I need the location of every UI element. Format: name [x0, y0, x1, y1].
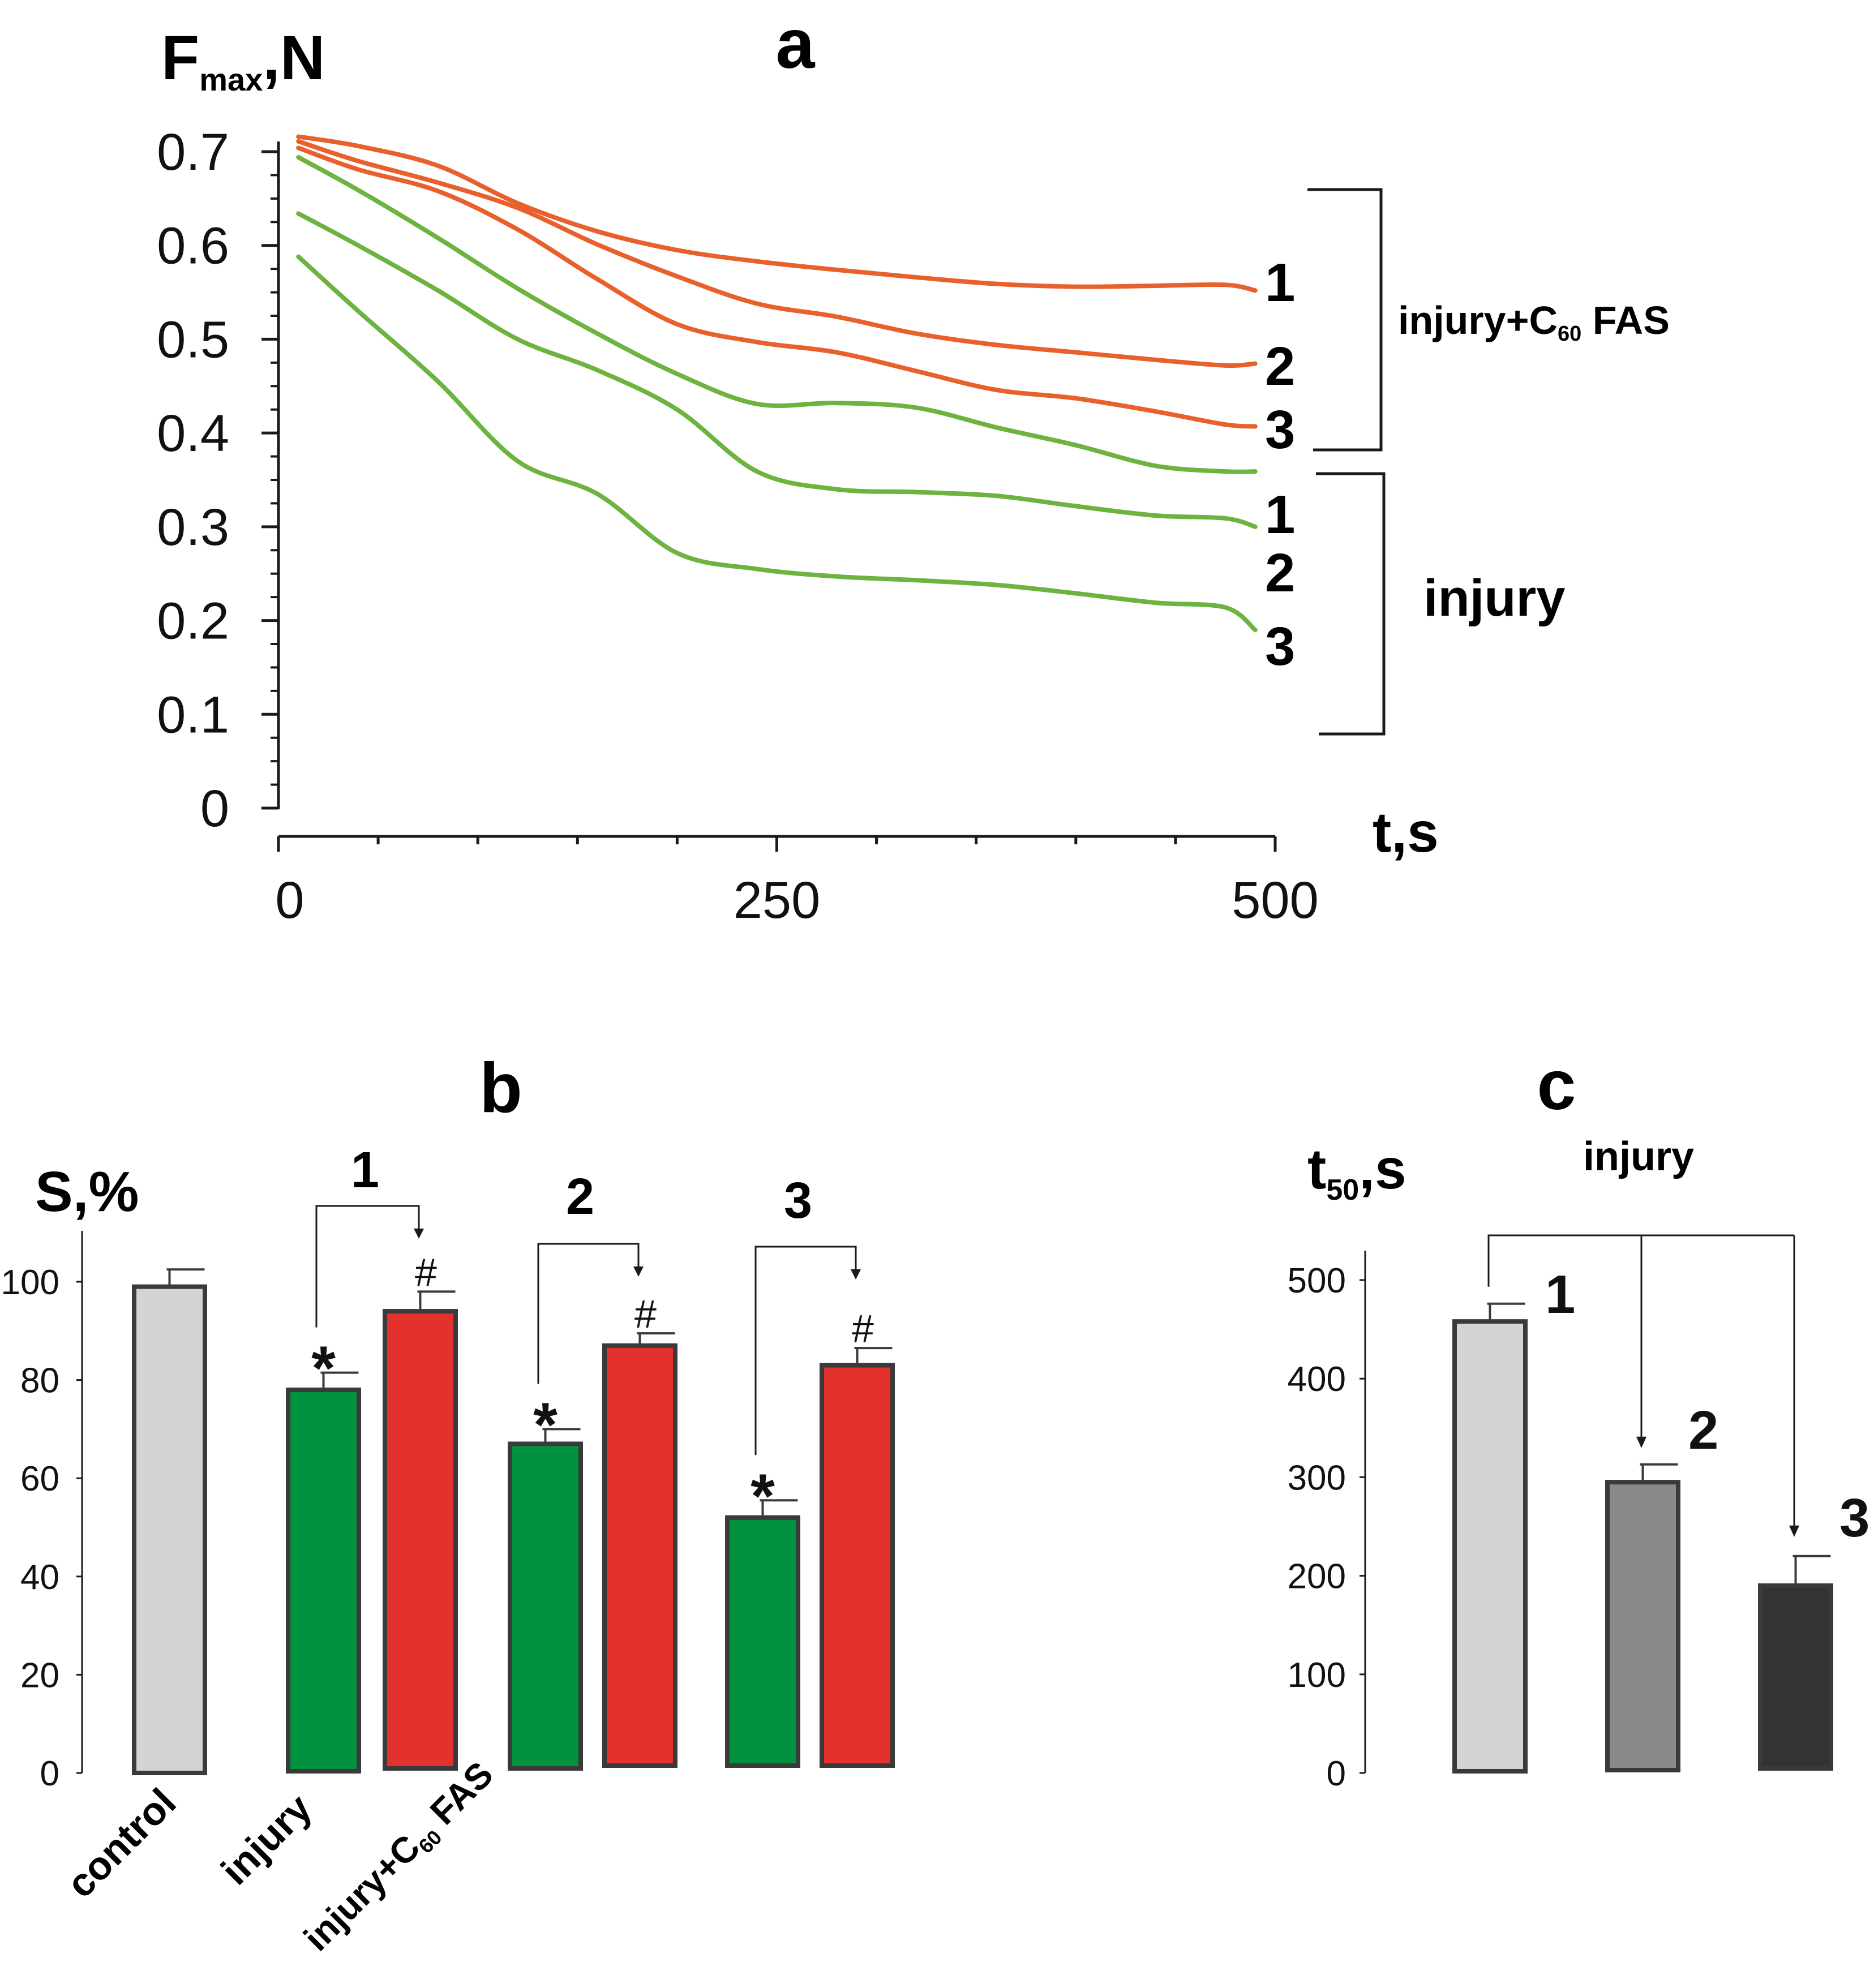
b-ytick-label: 20: [20, 1656, 59, 1695]
line-label-injury-2: 2: [1265, 543, 1295, 603]
series-line-injury-3: [296, 254, 1258, 633]
bar-0: [132, 1284, 207, 1775]
bar-4: [602, 1343, 677, 1768]
panel-c-comparison-arrows: [1487, 1234, 1799, 1537]
bracket-fas-label: injury+C60 FAS: [1398, 298, 1670, 346]
panel-c-title: c: [1537, 1046, 1576, 1124]
panel-b-xlabel-injury: injury: [213, 1785, 320, 1893]
bar-1: [286, 1387, 361, 1774]
c-ytick-label: 400: [1288, 1360, 1346, 1399]
panel-a-xlabel: t,s: [1373, 801, 1439, 864]
panel-a-ylabel-main: F: [161, 23, 199, 93]
c-comparison-line: [1487, 1234, 1794, 1287]
c-bar-3: [1758, 1583, 1833, 1771]
panel-a-title: a: [776, 5, 816, 83]
c-ytick-label: 0: [1327, 1754, 1346, 1793]
a-xtick-label: 250: [734, 871, 821, 929]
series-line-fas-3: [296, 145, 1258, 429]
panel-b-ylabel: S,%: [35, 1160, 139, 1223]
b-ytick-label: 0: [40, 1754, 59, 1793]
c-ytick-label: 200: [1288, 1557, 1346, 1596]
series-line-fas-1: [296, 134, 1258, 293]
bar-2: [383, 1309, 458, 1771]
b-significance-star: *: [533, 1390, 558, 1459]
panel-a-x-ticks: 0 250 500: [275, 836, 1319, 929]
line-label-injury-1: 1: [1265, 484, 1295, 545]
a-ytick-label: 0.2: [157, 592, 229, 650]
a-ytick-label: 0.5: [157, 311, 229, 368]
c-ytick-label: 100: [1288, 1656, 1346, 1695]
c-bar-label-1: 1: [1545, 1264, 1575, 1325]
b-ytick-label: 60: [20, 1459, 59, 1498]
line-label-injury-3: 3: [1265, 616, 1295, 677]
series-line-fas-2: [296, 139, 1258, 368]
panel-a-ylabel-sub: max: [199, 62, 263, 97]
b-significance-hash: #: [415, 1250, 437, 1294]
c-bar-label-3: 3: [1839, 1488, 1869, 1548]
series-line-injury-2: [296, 211, 1258, 529]
a-ytick-label: 0.7: [157, 123, 229, 181]
b-significance-hash: #: [634, 1292, 657, 1336]
bar-5: [725, 1515, 800, 1768]
panel-b-group-label-2: 2: [566, 1169, 594, 1225]
b-ytick-label: 40: [20, 1558, 59, 1597]
panel-c-bars: 1 2 3: [1452, 1264, 1869, 1774]
panel-c-y-ticks: 0 100 200 300 400 500: [1288, 1261, 1365, 1793]
line-label-fas-2: 2: [1265, 336, 1295, 397]
c-bar-1: [1452, 1319, 1528, 1774]
c-ytick-label: 500: [1288, 1261, 1346, 1300]
a-xtick-label: 0: [275, 871, 304, 929]
a-ytick-label: 0.4: [157, 405, 229, 462]
b-comparison-bracket: [315, 1205, 420, 1328]
bar-6: [820, 1363, 895, 1768]
panel-c-ylabel: t50,s: [1307, 1137, 1406, 1206]
panel-b-xlabel-fas: injury+C60 FAS: [296, 1754, 503, 1961]
line-label-fas-1: 1: [1265, 252, 1295, 313]
panel-c: c t50,s injury 0 100 200 300 400 500 1 2 3: [1288, 1046, 1870, 1793]
b-bracket-arrowhead: [851, 1269, 861, 1279]
b-significance-hash: #: [852, 1307, 874, 1351]
bracket-injury: [1316, 472, 1386, 736]
panel-b-group-label-1: 1: [351, 1142, 379, 1199]
panel-b-group-label-3: 3: [784, 1173, 812, 1229]
a-ytick-label: 0.6: [157, 217, 229, 275]
bracket-injury-label: injury: [1423, 569, 1565, 627]
panel-a: a Fmax,N 00.10.20.30.40.50.60.7 0 250 500 …: [157, 5, 1670, 929]
panel-b-title: b: [479, 1049, 522, 1127]
panel-a-ylabel-unit: ,N: [263, 23, 325, 93]
b-ytick-label: 80: [20, 1362, 59, 1401]
b-comparison-bracket: [537, 1243, 640, 1384]
panel-a-ylabel: Fmax,N: [161, 23, 325, 97]
panel-c-injury-label: injury: [1583, 1134, 1694, 1179]
panel-a-y-ticks: 0 0.1 0.2 0.3 0.4 0.5 0.6 0.7: [157, 123, 278, 838]
bar-3: [508, 1441, 583, 1771]
bracket-fas: [1307, 188, 1383, 452]
b-significance-star: *: [311, 1334, 336, 1403]
panel-b-xlabel-control: control: [58, 1780, 185, 1906]
panel-b-bars: * # * # * #: [132, 1250, 895, 1775]
c-arrowhead: [1789, 1525, 1799, 1537]
b-comparison-bracket: [754, 1246, 857, 1455]
panel-b-group-brackets: [315, 1205, 861, 1455]
a-xtick-label: 500: [1232, 871, 1319, 929]
c-ytick-label: 300: [1288, 1458, 1346, 1497]
line-label-fas-3: 3: [1265, 400, 1295, 460]
series-line-injury-1: [296, 154, 1258, 474]
c-bar-2: [1605, 1480, 1680, 1773]
panel-a-lines: [296, 134, 1258, 633]
panel-b-y-ticks: 0 20 40 60 80 100: [1, 1263, 82, 1793]
b-significance-star: *: [751, 1461, 775, 1531]
a-ytick-label: 0: [200, 780, 229, 838]
c-bar-label-2: 2: [1688, 1400, 1718, 1461]
b-bracket-arrowhead: [633, 1266, 644, 1277]
a-ytick-label: 0.1: [157, 686, 229, 744]
b-ytick-label: 100: [1, 1263, 59, 1302]
b-bracket-arrowhead: [414, 1229, 424, 1239]
c-arrowhead: [1636, 1436, 1646, 1448]
a-ytick-label: 0.3: [157, 499, 229, 556]
